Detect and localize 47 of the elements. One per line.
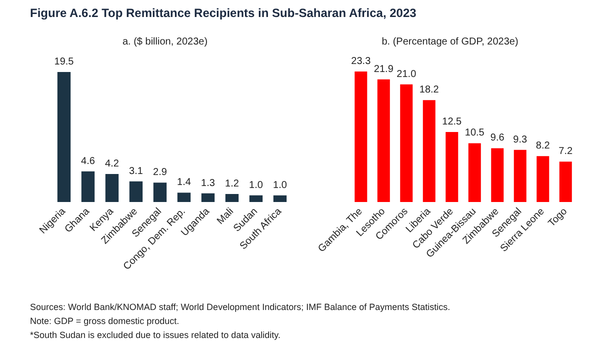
x-tick-label: Togo xyxy=(546,206,570,230)
data-label: 3.1 xyxy=(129,166,144,177)
bar xyxy=(273,195,287,202)
data-label: 4.6 xyxy=(81,156,96,167)
text: *South Sudan is excluded due to issues related to data validity. xyxy=(30,329,282,342)
data-label: 21.9 xyxy=(374,64,394,75)
data-label: 1.3 xyxy=(201,178,216,189)
bar xyxy=(491,148,504,202)
bar xyxy=(57,72,71,202)
bar xyxy=(105,174,119,202)
bar xyxy=(177,192,191,202)
data-label: 18.2 xyxy=(419,84,440,96)
bar xyxy=(446,132,458,202)
data-label: 19.5 xyxy=(54,56,74,68)
bar xyxy=(81,171,95,202)
bar xyxy=(536,156,550,202)
chart-title: Figure A.6.2 Top Remittance Recipients in Sub-Saharan Africa, 2023 xyxy=(30,6,416,20)
chart-subtitle: a. ($ billion, 2023e) xyxy=(122,36,208,48)
data-label: 9.3 xyxy=(513,134,528,146)
bar xyxy=(225,194,239,202)
data-label: 1.4 xyxy=(177,177,192,188)
data-label: 23.3 xyxy=(351,56,372,68)
data-label: 2.9 xyxy=(153,167,168,178)
bar xyxy=(129,181,143,202)
data-label: 10.5 xyxy=(464,128,485,139)
data-label: 4.2 xyxy=(105,158,120,170)
bar xyxy=(559,162,572,202)
bar xyxy=(468,143,481,202)
data-label: 1.0 xyxy=(273,180,288,191)
bar xyxy=(422,100,436,202)
bar xyxy=(354,72,368,202)
data-label: 1.2 xyxy=(225,178,240,190)
chart-subtitle: b. (Percentage of GDP, 2023e) xyxy=(382,36,518,48)
text: Note: GDP = gross domestic product. xyxy=(30,315,180,328)
data-label: 21.0 xyxy=(396,68,417,80)
bar xyxy=(201,193,215,202)
bar xyxy=(249,195,263,202)
data-label: 8.2 xyxy=(536,140,550,152)
source-note: Sources: World Bank/KNOMAD staff; World Development Indicators; IMF Balance of Payments Statistics. xyxy=(30,301,450,314)
data-label: 9.6 xyxy=(490,132,505,144)
bar xyxy=(400,84,413,202)
data-label: 12.5 xyxy=(442,116,462,128)
data-label: 1.0 xyxy=(249,180,264,191)
bar xyxy=(153,182,167,202)
bar xyxy=(514,150,526,202)
bar xyxy=(377,79,390,202)
data-label: 7.2 xyxy=(558,146,574,158)
